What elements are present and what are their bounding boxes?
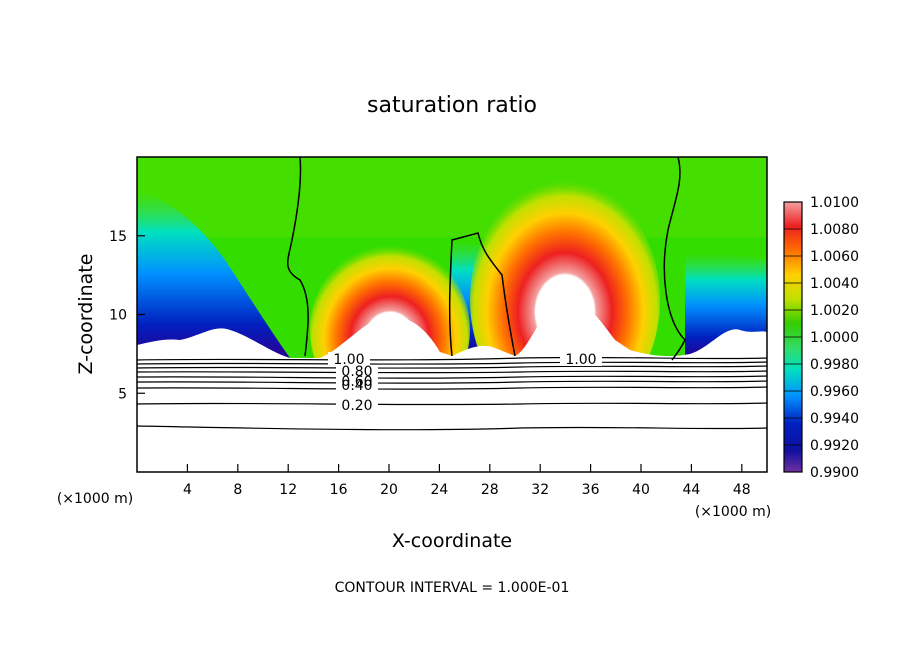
- colorbar: 1.0100 1.0080 1.0060 1.0040 1.0020 1.0000 0.99…: [783, 195, 859, 481]
- y-axis: 5 10 15: [109, 229, 145, 402]
- x-tick-label: 44: [682, 482, 700, 498]
- colorbar-tick-label: 1.0060: [810, 249, 859, 265]
- colorbar-tick-label: 1.0000: [810, 330, 859, 346]
- contour-label: 0.60: [341, 374, 372, 390]
- x-tick-label: 40: [632, 482, 650, 498]
- x-tick-label: 24: [430, 482, 448, 498]
- colorbar-tick-label: 1.0100: [810, 195, 859, 211]
- contour-label: 0.40: [341, 378, 372, 394]
- colorbar-tick-label: 0.9900: [810, 465, 859, 481]
- x-tick-label: 48: [733, 482, 751, 498]
- x-tick-label: 4: [183, 482, 192, 498]
- contour-labels: 1.00 1.00 0.80 0.60 0.40 0.20: [328, 352, 602, 414]
- contour-1.00-middle: [448, 232, 516, 357]
- contour-1.00-left: [287, 157, 309, 357]
- contour-1.00-right: [663, 157, 686, 361]
- x-unit-left: (×1000 m): [57, 491, 133, 507]
- contour-label: 1.00: [333, 352, 364, 368]
- x-axis: 4 8 12 16 20 24 28 32 36 40 44 48: [183, 464, 751, 498]
- x-tick-label: 36: [582, 482, 600, 498]
- contour-label: 1.00: [565, 352, 596, 368]
- x-tick-label: 32: [531, 482, 549, 498]
- contour-interval-note: CONTOUR INTERVAL = 1.000E-01: [335, 580, 570, 596]
- colorbar-tick-label: 0.9980: [810, 357, 859, 373]
- low-saturation-region-left: [137, 190, 290, 358]
- x-tick-label: 28: [481, 482, 499, 498]
- ground-contours: [137, 356, 767, 431]
- colorbar-tick-label: 0.9960: [810, 384, 859, 400]
- colorbar-ticks: 1.0100 1.0080 1.0060 1.0040 1.0020 1.0000 0.99…: [784, 195, 859, 481]
- colorbar-tick-label: 1.0040: [810, 276, 859, 292]
- y-axis-label: Z-coordinate: [75, 254, 97, 375]
- y-tick-label: 5: [118, 386, 127, 402]
- colorbar-tick-label: 1.0080: [810, 222, 859, 238]
- y-tick-label: 15: [109, 229, 127, 245]
- x-tick-label: 12: [279, 482, 297, 498]
- x-unit-right: (×1000 m): [695, 504, 771, 520]
- y-tick-label: 10: [109, 308, 127, 324]
- x-tick-label: 16: [330, 482, 348, 498]
- colorbar-tick-label: 0.9940: [810, 411, 859, 427]
- colorbar-tick-label: 1.0020: [810, 303, 859, 319]
- field-plot: [137, 157, 767, 472]
- colorbar-tick-label: 0.9920: [810, 438, 859, 454]
- x-tick-label: 8: [233, 482, 242, 498]
- x-tick-label: 20: [380, 482, 398, 498]
- contour-label: 0.20: [341, 398, 372, 414]
- x-axis-label: X-coordinate: [392, 530, 512, 552]
- chart-title: saturation ratio: [367, 93, 537, 118]
